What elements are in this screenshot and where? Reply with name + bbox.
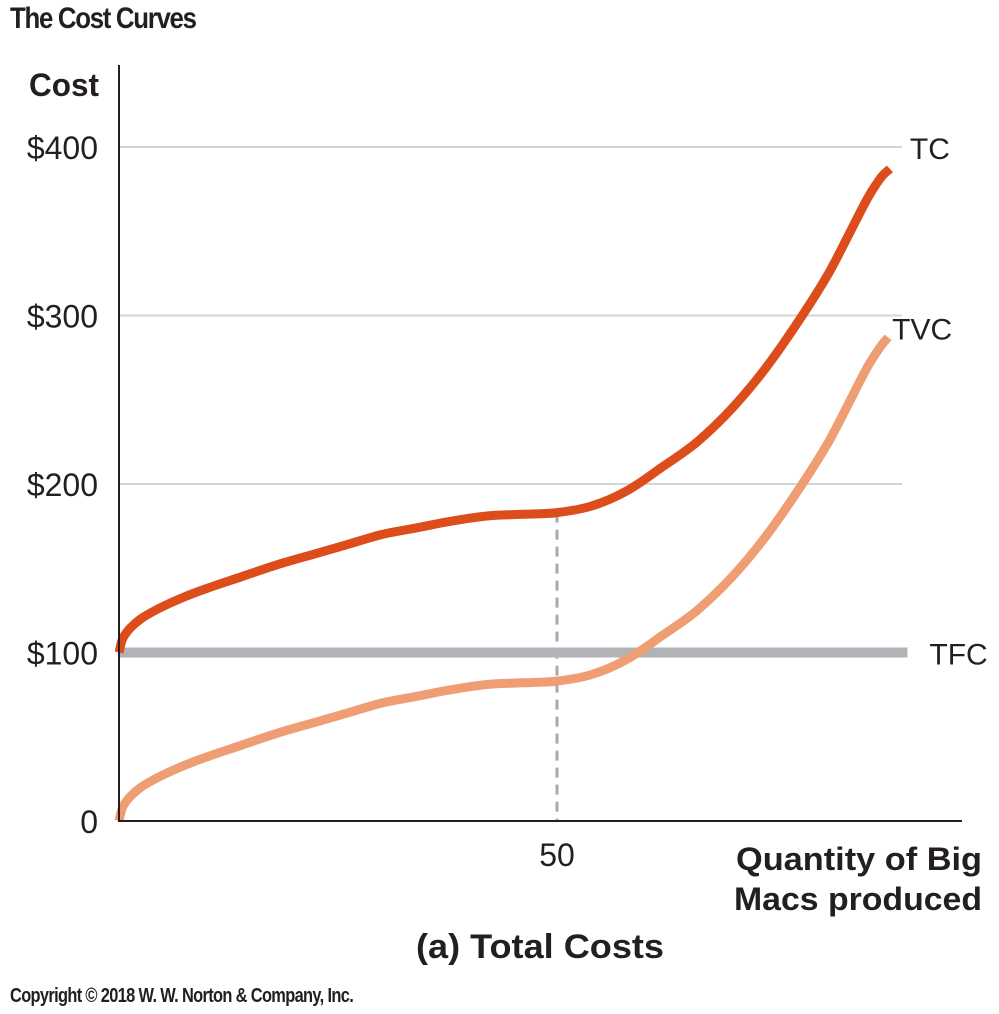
y-tick-label-1: $100 (27, 636, 98, 672)
series-line-tvc (114, 334, 892, 823)
tick-labels: 0 $100 $200 $300 $400 50 (27, 130, 575, 873)
curve-label-tc: TC (910, 133, 950, 166)
curve-labels: TFC TVC TC (892, 133, 988, 672)
chart-title: The Cost Curves (10, 2, 197, 35)
copyright-notice: Copyright © 2018 W. W. Norton & Company,… (10, 985, 354, 1007)
total-costs-chart: 0 $100 $200 $300 $400 50 TFC TVC TC Cost Quanti… (27, 65, 988, 966)
y-tick-label-0: 0 (80, 804, 98, 840)
x-tick-label-0: 50 (539, 837, 575, 873)
series-line-tc (114, 165, 893, 654)
y-tick-label-4: $400 (27, 130, 98, 166)
axes (118, 65, 962, 822)
chart-caption: (a) Total Costs (416, 928, 664, 966)
curve-label-tfc: TFC (929, 639, 987, 672)
curve-label-tvc: TVC (892, 313, 952, 346)
y-tick-label-3: $300 (27, 299, 98, 335)
x-axis-title-line-2: Macs produced (734, 881, 982, 917)
y-axis-title: Cost (29, 67, 99, 103)
y-tick-label-2: $200 (27, 467, 98, 503)
series-layer (114, 165, 908, 823)
x-axis-title-line-1: Quantity of Big (736, 841, 982, 877)
